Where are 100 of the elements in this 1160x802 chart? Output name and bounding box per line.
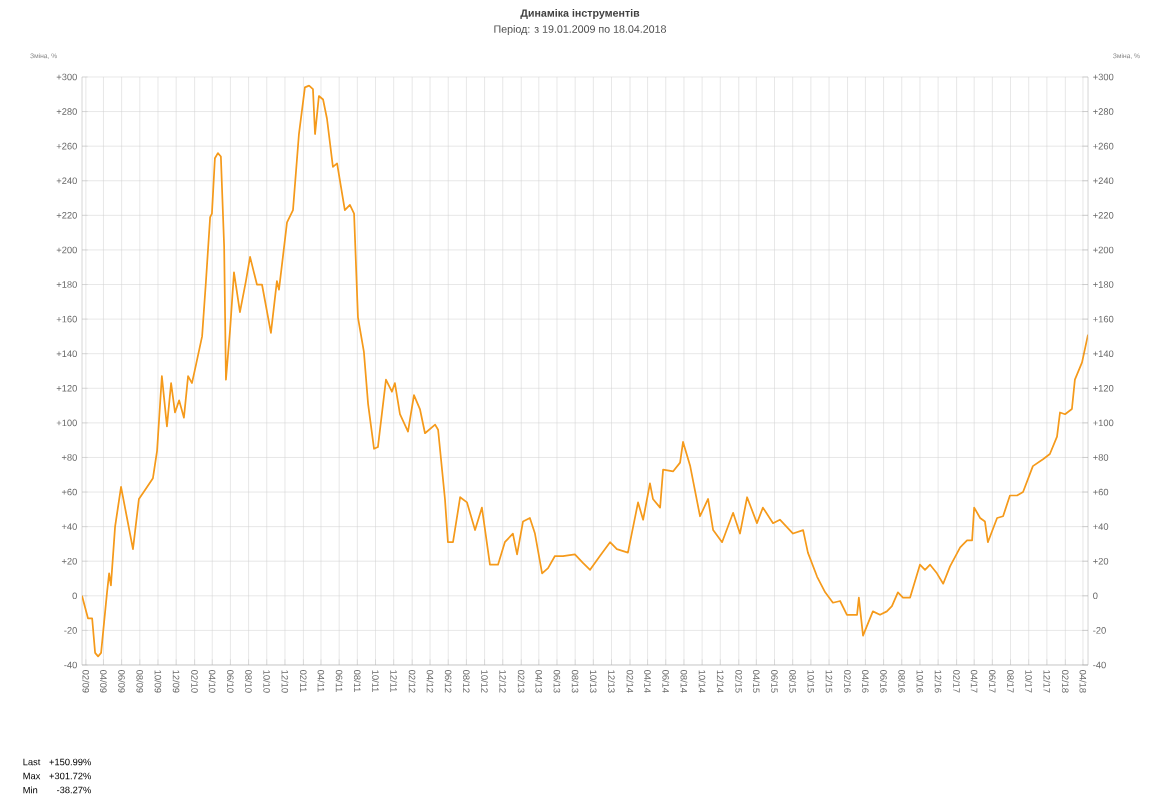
text: -38.27% [56,786,91,794]
y2-tick-label: +200 [1093,246,1114,254]
y2-tick-label: +260 [1093,142,1114,150]
text: Min [23,786,38,794]
y-tick-label: +160 [56,315,77,323]
x-tick-label: 08/15 [789,670,797,693]
x-tick-label: 06/09 [118,670,126,693]
x-tick-label: 12/15 [825,670,833,693]
x-tick-label: 10/15 [807,670,815,693]
x-tick-label: 06/10 [226,670,234,693]
y2-tick-label: +80 [1093,454,1109,461]
x-tick-label: 12/13 [608,670,615,693]
y-tick-label: -20 [64,627,77,634]
x-tick-label: 10/12 [481,670,488,693]
y2-tick-label: +240 [1093,177,1114,185]
y-tick-label: +120 [56,384,77,392]
y2-tick-label: 0 [1093,592,1098,600]
x-tick-label: 02/15 [735,670,743,693]
y-tick-label: +260 [56,142,77,150]
x-tick-label: 02/18 [1061,670,1069,693]
y-tick-label: +40 [61,523,77,530]
chart-title: Динаміка інструментів [520,9,640,19]
x-tick-label: 12/11 [390,670,398,692]
x-tick-label: 06/12 [444,670,452,693]
x-tick-label: 10/10 [263,670,271,693]
x-tick-label: 04/16 [861,670,869,693]
x-tick-label: 06/11 [335,670,343,692]
x-tick-label: 08/10 [245,670,252,693]
x-tick-label: 02/10 [191,670,199,693]
y2-tick-label: +220 [1093,212,1114,219]
x-tick-label: 04/15 [752,670,760,693]
x-tick-label: 10/11 [372,670,379,692]
x-tick-label: 06/13 [553,670,561,693]
x-tick-label: 06/17 [988,670,996,693]
y2-tick-label: -40 [1093,661,1106,669]
x-tick-label: 12/16 [934,670,942,693]
x-tick-label: 04/14 [644,670,651,693]
y2-tick-label: -20 [1093,627,1106,634]
y-tick-label: +200 [56,246,77,254]
x-tick-label: 10/09 [154,670,162,693]
x-tick-label: 10/14 [698,670,706,693]
text: +150.99% [49,758,91,766]
y-tick-label: +300 [56,73,77,81]
y2-tick-label: +60 [1093,488,1109,496]
x-tick-label: 08/14 [680,670,688,693]
y-tick-label: +140 [56,350,77,357]
x-tick-label: 12/12 [499,670,507,693]
y2-tick-label: +160 [1093,315,1114,323]
y2-tick-label: +180 [1093,281,1114,288]
x-tick-label: 02/12 [408,670,416,693]
x-tick-label: 02/13 [517,670,525,693]
y-tick-label: +80 [61,454,77,461]
chart-subtitle: Період: з 19.01.2009 по 18.04.2018 [494,25,666,35]
x-tick-label: 06/14 [662,670,670,693]
x-tick-label: 02/17 [953,670,961,693]
x-tick-label: 04/09 [100,670,107,693]
x-tick-label: 06/15 [771,670,778,693]
y-tick-label: +100 [56,419,77,427]
x-tick-label: 08/13 [571,670,579,693]
text: +301.72% [49,772,91,780]
x-tick-label: 08/12 [462,670,470,693]
y2-tick-label: +140 [1093,350,1114,357]
y2-tick-label: +280 [1093,108,1114,115]
text: Last [23,758,41,766]
x-tick-label: 10/13 [589,670,597,693]
x-tick-label: 12/14 [716,670,724,693]
x-tick-label: 04/10 [208,670,216,693]
text: Max [23,772,41,780]
x-tick-label: 02/14 [626,670,634,693]
x-tick-label: 12/10 [281,670,289,693]
y2-tick-label: +40 [1093,523,1109,530]
y2-tick-label: +300 [1093,73,1114,81]
x-tick-label: 04/11 [317,670,325,692]
x-tick-label: 08/09 [136,670,144,693]
y-tick-label: +60 [61,488,77,496]
y2-tick-label: +100 [1093,419,1114,427]
x-tick-label: 04/13 [535,670,543,693]
y2-tick-label: +120 [1093,384,1114,392]
x-tick-label: 12/09 [172,670,180,693]
x-tick-label: 10/17 [1025,670,1033,693]
y-tick-label: +20 [61,557,77,565]
x-tick-label: 08/11 [353,670,361,692]
x-tick-label: 04/18 [1079,670,1087,693]
x-tick-label: 08/17 [1007,670,1014,693]
x-tick-label: 02/16 [844,670,851,693]
x-tick-label: 08/16 [898,670,906,693]
x-tick-label: 04/12 [426,670,434,693]
x-tick-label: 12/17 [1043,670,1051,693]
x-tick-label: 10/16 [916,670,924,693]
y-tick-label: 0 [72,592,77,600]
y-tick-label: +180 [56,281,77,288]
x-tick-label: 04/17 [970,670,978,693]
x-tick-label: 06/16 [880,670,888,693]
y-tick-label: +240 [56,177,77,185]
line-series [82,84,1088,658]
x-tick-label: 02/11 [299,670,307,692]
x-tick-label: 02/09 [82,670,90,693]
y-tick-label: -40 [64,661,77,669]
y-tick-label: +280 [56,108,77,115]
y2-tick-label: +20 [1093,557,1109,565]
